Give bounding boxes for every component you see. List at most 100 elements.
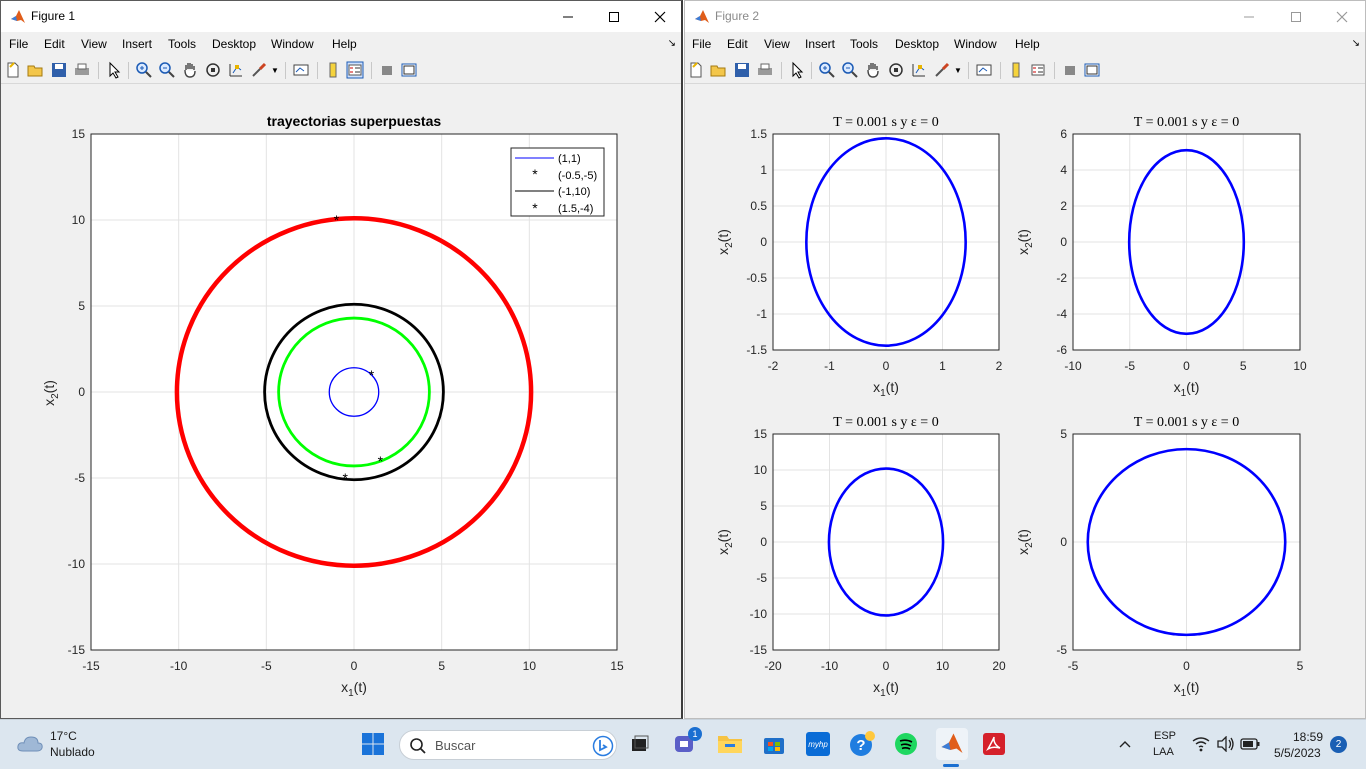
file-explorer-button[interactable] [716, 730, 744, 758]
legend[interactable]: * * (1,1) (-0.5,-5) (-1,10) (1.5,-4) [510, 147, 605, 217]
title-bar[interactable]: Figure 2 [685, 1, 1365, 32]
dock-arrow-icon[interactable]: ↘ [667, 38, 676, 49]
y-tick-label: -1 [756, 307, 767, 321]
new-figure-icon[interactable] [687, 61, 705, 79]
save-icon[interactable] [733, 61, 751, 79]
notification-count-badge[interactable]: 2 [1330, 736, 1347, 753]
spotify-button[interactable] [892, 730, 920, 758]
y-tick-label: -5 [756, 571, 767, 585]
brush-icon[interactable] [250, 61, 268, 79]
show-plot-tools-icon[interactable] [1083, 61, 1101, 79]
cloud-icon[interactable] [16, 733, 44, 755]
bing-icon[interactable] [592, 735, 614, 757]
y-tick-label: -15 [68, 643, 86, 657]
data-cursor-icon[interactable] [227, 61, 245, 79]
rotate-3d-icon[interactable] [887, 61, 905, 79]
menu-help[interactable]: Help [1015, 37, 1040, 51]
print-icon[interactable] [756, 61, 774, 79]
start-button[interactable] [359, 730, 387, 758]
colorbar-icon[interactable] [324, 61, 342, 79]
active-app-indicator [943, 764, 959, 767]
menu-edit[interactable]: Edit [727, 37, 748, 51]
volume-icon[interactable] [1216, 736, 1236, 752]
clock-time[interactable]: 18:59 [1293, 730, 1324, 744]
menu-edit[interactable]: Edit [44, 37, 65, 51]
print-icon[interactable] [73, 61, 91, 79]
maximize-button[interactable] [1273, 1, 1319, 32]
save-icon[interactable] [50, 61, 68, 79]
wifi-icon[interactable] [1192, 736, 1210, 752]
menu-window[interactable]: Window [954, 37, 997, 51]
pan-hand-icon[interactable] [864, 61, 882, 79]
show-plot-tools-icon[interactable] [400, 61, 418, 79]
title-bar[interactable]: Figure 1 [1, 1, 681, 32]
figure-1-canvas: * * * * -15 -10 -5 0 5 10 15 15 10 5 0 -5 -10 -15 traye… [41, 113, 624, 699]
subplot-title: T = 0.001 s y ε = 0 [833, 415, 938, 430]
open-file-icon[interactable] [710, 61, 728, 79]
menu-desktop[interactable]: Desktop [212, 37, 257, 51]
close-button[interactable] [1319, 1, 1365, 32]
colorbar-icon[interactable] [1007, 61, 1025, 79]
menu-view[interactable]: View [764, 37, 790, 51]
teams-chat-button[interactable]: 1 [671, 727, 702, 758]
menu-insert[interactable]: Insert [805, 37, 836, 51]
minimize-button[interactable] [545, 1, 591, 32]
link-plot-icon[interactable] [975, 61, 993, 79]
y-axis-label: x2(t) [715, 229, 735, 255]
battery-icon[interactable] [1240, 738, 1260, 750]
minimize-button[interactable] [1226, 1, 1272, 32]
menu-file[interactable]: File [9, 37, 29, 51]
zoom-out-icon[interactable] [841, 61, 859, 79]
close-icon [654, 11, 666, 22]
task-view-button[interactable] [626, 730, 654, 758]
subplot-1: -2 -1 0 1 2 1.5 1 0.5 0 -0.5 -1 -1.5 T = 0.001 s y ε… [715, 115, 1003, 399]
keyboard-layout[interactable]: LAA [1153, 746, 1174, 758]
pointer-icon[interactable] [105, 61, 123, 79]
menu-window[interactable]: Window [271, 37, 314, 51]
hide-plot-tools-icon[interactable] [1061, 61, 1079, 79]
pointer-icon[interactable] [788, 61, 806, 79]
dock-arrow-icon[interactable]: ↘ [1351, 38, 1360, 49]
clock-date[interactable]: 5/5/2023 [1274, 746, 1321, 760]
language-indicator[interactable]: ESP [1154, 730, 1177, 742]
search-box[interactable]: Buscar [399, 730, 617, 760]
help-app-button[interactable]: ? [848, 730, 876, 758]
menu-desktop[interactable]: Desktop [895, 37, 940, 51]
brush-dropdown-icon[interactable]: ▼ [954, 66, 962, 75]
menu-file[interactable]: File [692, 37, 712, 51]
maximize-button[interactable] [591, 1, 637, 32]
zoom-in-icon[interactable] [135, 61, 153, 79]
menu-view[interactable]: View [81, 37, 107, 51]
rotate-3d-icon[interactable] [204, 61, 222, 79]
brush-icon[interactable] [933, 61, 951, 79]
microsoft-store-button[interactable] [760, 730, 788, 758]
menu-insert[interactable]: Insert [122, 37, 153, 51]
matlab-taskbar-button[interactable] [936, 728, 968, 760]
myhp-button[interactable]: myhp [804, 730, 832, 758]
close-button[interactable] [637, 1, 681, 32]
zoom-out-icon[interactable] [158, 61, 176, 79]
brush-dropdown-icon[interactable]: ▼ [271, 66, 279, 75]
weather-description[interactable]: Nublado [50, 745, 95, 759]
open-file-icon[interactable] [27, 61, 45, 79]
x-axis-label: x1(t) [1174, 379, 1200, 399]
legend-icon[interactable] [346, 61, 364, 79]
menu-help[interactable]: Help [332, 37, 357, 51]
link-plot-icon[interactable] [292, 61, 310, 79]
menu-tools[interactable]: Tools [850, 37, 879, 51]
zoom-in-icon[interactable] [818, 61, 836, 79]
weather-temperature[interactable]: 17°C [50, 729, 77, 743]
y-axis-label: x2(t) [1015, 229, 1035, 255]
legend-icon[interactable] [1029, 61, 1047, 79]
new-figure-icon[interactable] [4, 61, 22, 79]
y-tick-label: 5 [78, 299, 85, 313]
chevron-up-icon[interactable] [1118, 738, 1132, 750]
toolbar-separator [128, 62, 129, 79]
pan-hand-icon[interactable] [181, 61, 199, 79]
data-cursor-icon[interactable] [910, 61, 928, 79]
acrobat-button[interactable] [980, 730, 1008, 758]
hide-plot-tools-icon[interactable] [378, 61, 396, 79]
menu-tools[interactable]: Tools [168, 37, 197, 51]
toolbar-separator [317, 62, 318, 79]
toolbar-separator [285, 62, 286, 79]
